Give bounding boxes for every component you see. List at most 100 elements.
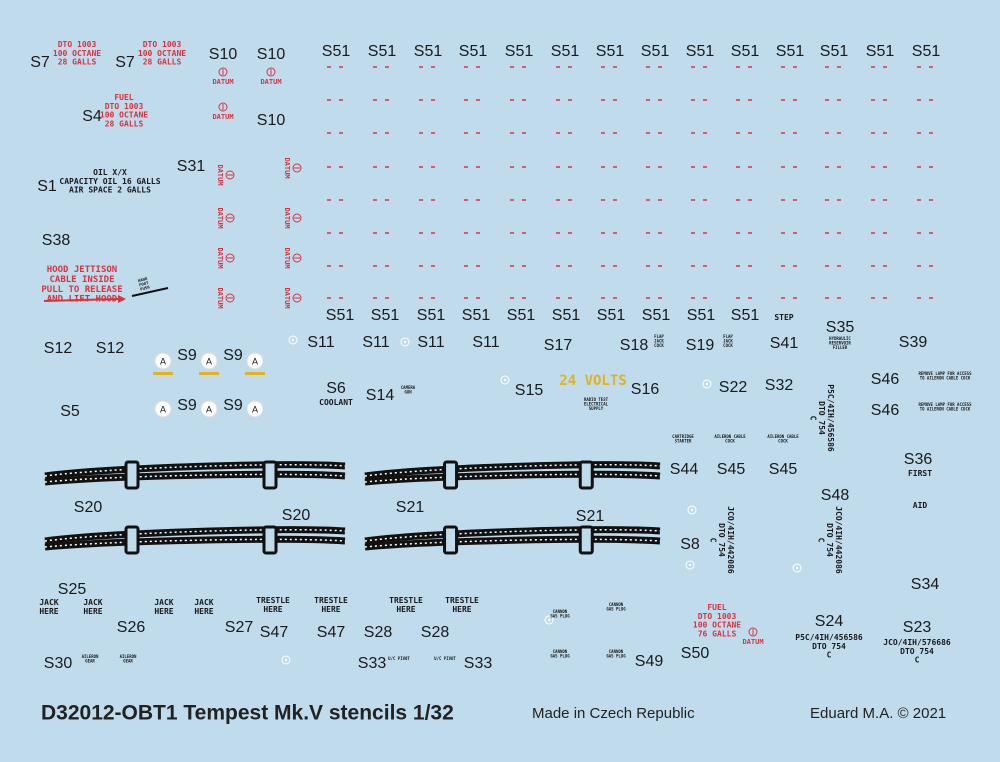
stencil-line: RESERVOIR: [829, 340, 851, 345]
label: S31: [177, 158, 206, 175]
stencil-line: AIR SPACE 2 GALLS: [69, 186, 151, 195]
datum-ring: [225, 170, 235, 180]
datum: DATUM: [216, 287, 235, 309]
label: S51: [686, 43, 715, 60]
label: S27: [225, 619, 254, 636]
buckle: [262, 525, 278, 555]
stencil-line: HERE: [83, 607, 102, 616]
label: S51: [866, 43, 895, 60]
datum: DATUM: [283, 157, 302, 179]
badge-letter: A: [206, 404, 212, 414]
badge-letter: A: [160, 404, 166, 414]
stencil-line: DTO 1003: [143, 40, 182, 49]
stencil-line: OIL X/X: [93, 168, 127, 177]
stencil: P5C/4IH/456586DTO 754C: [808, 384, 835, 452]
stencil-line: 100 OCTANE: [100, 111, 148, 120]
arrow-head: [118, 295, 126, 303]
datum: DATUM: [260, 67, 282, 86]
stencil-line: PULL TO RELEASE: [41, 285, 122, 295]
stencil-line: GEAR: [123, 658, 133, 663]
reg-dot: [400, 337, 410, 347]
label: S11: [417, 334, 444, 351]
datum-text: DATUM: [212, 113, 233, 121]
label: S51: [414, 43, 443, 60]
stencil-line: AID: [913, 501, 928, 510]
stencil: HOOD JETTISON CABLE INSIDE PULL TO RELEASE…: [41, 265, 122, 305]
datum-ring: [266, 67, 276, 77]
label: S47: [317, 624, 346, 641]
datum-ring: [218, 102, 228, 112]
datum-text: DATUM: [216, 247, 224, 268]
stencil: CAMERA GUN: [401, 385, 416, 394]
datum-ring: [292, 253, 302, 263]
stencil: JACK HERE: [39, 598, 58, 616]
stencil: FUEL DTO 1003 100 OCTANE 76 GALLS: [693, 603, 741, 638]
label: S12: [96, 340, 125, 357]
label: S28: [364, 624, 393, 641]
label: S38: [42, 232, 71, 249]
stencil-line: C: [816, 538, 825, 543]
reg-dot-center: [291, 338, 295, 342]
stencil-line: HERE: [321, 605, 340, 614]
buckle: [124, 460, 140, 490]
label: S51: [820, 43, 849, 60]
buckle: [262, 460, 278, 490]
stencil-line: FILLER: [833, 345, 848, 350]
badge: [200, 400, 218, 418]
stencil-line: 28 GALLS: [143, 58, 182, 67]
stencil: FUEL DTO 1003 100 OCTANE 28 GALLS: [100, 93, 148, 128]
stencil-line: 100 OCTANE: [138, 49, 186, 58]
badge: [154, 400, 172, 418]
arrow: [43, 298, 119, 302]
buckle: [124, 525, 140, 555]
label: S51: [597, 307, 626, 324]
stencil-line: PUSH: [140, 284, 151, 291]
stencil-line: CANNON: [609, 602, 624, 607]
stencil-line: TO AILERON CABLE COCK: [920, 375, 971, 380]
datum-text: DATUM: [212, 78, 233, 86]
stencil-line: DTO 754: [900, 647, 934, 656]
datum-ring: [225, 293, 235, 303]
label: S51: [368, 43, 397, 60]
stencil: JCO/4IH/576686 DTO 754 C: [883, 638, 951, 665]
stencil: HANDFOOTPUSH: [137, 276, 150, 292]
label: S33: [358, 655, 387, 672]
stencil-line: AILERON: [120, 654, 137, 659]
label: S51: [642, 307, 671, 324]
stencil-line: COCK: [654, 343, 664, 348]
label: S51: [322, 43, 351, 60]
label: S1: [37, 178, 57, 195]
belt-stitch: [44, 538, 346, 548]
label: S33: [464, 655, 493, 672]
stencil: CANNON GAS PLUG: [550, 609, 570, 618]
datum-text: DATUM: [283, 207, 291, 228]
stencil-line: ELECTRICAL: [584, 401, 609, 406]
belt-stitch: [44, 473, 346, 483]
label: S51: [459, 43, 488, 60]
label: S15: [515, 382, 544, 399]
stencil-line: P5C/4IH/456586: [795, 633, 863, 642]
label: S47: [260, 624, 289, 641]
datum: DATUM: [283, 207, 302, 229]
stencil-line: JCO/4IH/442086: [726, 506, 735, 574]
stencil-line: 24 VOLTS: [559, 373, 626, 389]
stencil-line: HERE: [39, 607, 58, 616]
stencil-line: HERE: [154, 607, 173, 616]
stencil-line: JACK: [39, 598, 58, 607]
stencil-line: C: [808, 416, 817, 421]
stencil-line: HERE: [263, 605, 282, 614]
datum: DATUM: [283, 287, 302, 309]
stencil: TRESTLE HERE: [445, 596, 479, 614]
reg-dot: [544, 615, 554, 625]
label: S21: [576, 508, 605, 525]
stencil: CANNON GAS PLUG: [606, 649, 626, 658]
stencil-line: GEAR: [85, 658, 95, 663]
reg-dot-center: [688, 563, 692, 567]
stencil-line: TRESTLE: [445, 596, 479, 605]
belt-stitch: [364, 528, 661, 542]
label: S10: [209, 46, 238, 63]
stencil-line: HERE: [452, 605, 471, 614]
badge-letter: A: [252, 404, 258, 414]
stencil: AILERON CABLE COCK: [767, 434, 799, 443]
label: S9: [177, 397, 197, 414]
